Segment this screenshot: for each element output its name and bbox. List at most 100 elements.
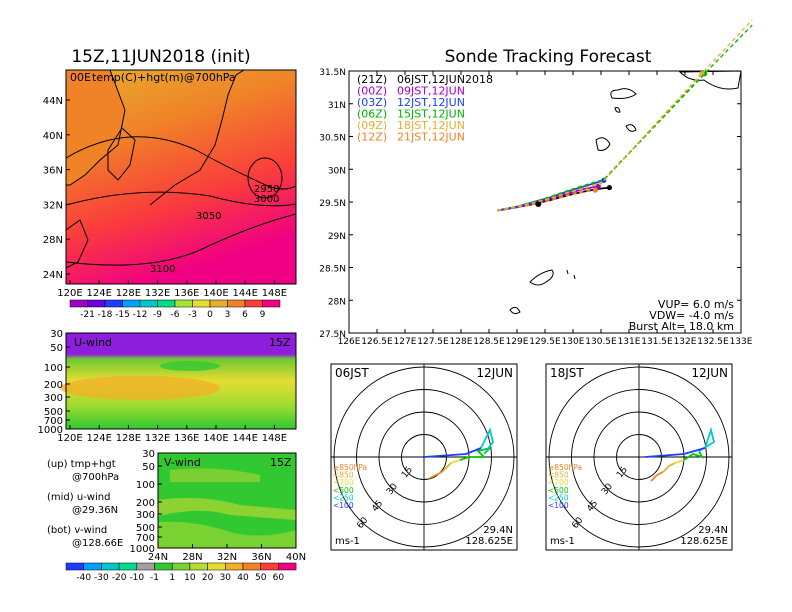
u-wind-lon-ticks: 120E 124E 128E 132E 136E 140E 144E 148E xyxy=(57,425,287,444)
pressure-tick-label: 200 xyxy=(44,380,63,391)
hodograph-level-label: <850 xyxy=(548,471,569,480)
track-legend-text: 15JST,12JUN xyxy=(397,108,465,121)
track-y-tick-label: 31.5N xyxy=(319,68,346,78)
pressure-tick-label: 100 xyxy=(136,480,155,491)
lon-tick-label: 132E xyxy=(145,433,170,444)
wind-colorbar-swatch xyxy=(225,562,244,571)
track-coastlines xyxy=(509,71,741,315)
track-legend-text: 06JST,12JUN2018 xyxy=(397,73,493,86)
hodograph-level-label: <100 xyxy=(548,501,569,510)
wind-colorbar-swatch xyxy=(189,562,208,571)
wind-colorbar-swatch xyxy=(101,562,120,571)
temp-colorbar-label: 6 xyxy=(242,310,248,320)
temp-colorbar-swatch xyxy=(192,299,211,308)
track-x-tick-label: 126.5E xyxy=(361,337,393,347)
hodograph-trace xyxy=(698,426,716,452)
lat-tick-label: 28N xyxy=(182,552,202,563)
lon-tick-label: 136E xyxy=(174,433,199,444)
temp-colorbar-swatch xyxy=(244,299,263,308)
track-legend-code: (00Z) xyxy=(357,85,387,98)
track-line-overflow xyxy=(497,19,753,212)
lat-tick-label: 28N xyxy=(43,235,63,246)
hodograph-time-label: 18JST xyxy=(550,366,584,380)
left-map-title: 15Z,11JUN2018 (init) xyxy=(71,47,250,67)
u-wind-time: 15Z xyxy=(269,336,291,349)
hodograph-level-label: ≥850hPa xyxy=(548,463,582,472)
wind-colorbar-swatch xyxy=(83,562,102,571)
temp-colorbar-swatch xyxy=(262,299,281,308)
wind-colorbar-label: -10 xyxy=(129,573,144,583)
lat-tick-label: 40N xyxy=(43,131,63,142)
track-legend-text: 12JST,12JUN xyxy=(397,96,465,109)
lat-tick-label: 24N xyxy=(148,552,168,563)
track-x-tick-label: 129.5E xyxy=(529,337,561,347)
temp-colorbar-label: -6 xyxy=(171,310,180,320)
legend-note-line: (mid) u-wind xyxy=(47,492,110,503)
wind-colorbar: -40 -30 -20 -10 -1 1 10 20 30 40 50 60 xyxy=(65,562,297,583)
pressure-tick-label: 50 xyxy=(50,343,63,354)
lat-tick-label: 40N xyxy=(286,552,306,563)
v-wind-label: V-wind xyxy=(164,456,201,469)
hodograph-lat-label: 29.4N xyxy=(698,525,728,536)
pressure-tick-label: 50 xyxy=(142,462,155,473)
hodograph-lat-label: 29.4N xyxy=(483,525,513,536)
track-y-tick-label: 29.5N xyxy=(319,199,346,209)
left-map-field-label: temp(C)+hgt(m)@700hPa xyxy=(92,71,236,84)
hodograph-trace xyxy=(683,450,704,461)
lat-tick-label: 36N xyxy=(43,166,63,177)
track-legend-code: (03Z) xyxy=(357,96,387,109)
temp-colorbar-label: -9 xyxy=(153,310,162,320)
track-legend-text: 18JST,12JUN xyxy=(397,119,465,132)
lon-tick-label: 120E xyxy=(57,288,82,299)
wind-colorbar-swatch xyxy=(154,562,173,571)
v-wind-time: 15Z xyxy=(270,456,292,469)
hodograph-level-label: ≥850hPa xyxy=(333,463,367,472)
track-x-tick-label: 128.5E xyxy=(473,337,505,347)
hodograph-trace xyxy=(644,447,706,458)
hodograph-level-label: <100 xyxy=(333,501,354,510)
lon-tick-label: 120E xyxy=(57,433,82,444)
left-map-lon-ticks: 120E 124E 128E 132E 136E 140E 144E 148E xyxy=(57,280,287,299)
contour-label-3000: 3000 xyxy=(254,194,279,205)
wind-colorbar-label: 1 xyxy=(169,573,175,583)
hodograph-level-label: <700 xyxy=(333,478,354,487)
track-x-tick-label: 131E xyxy=(618,337,641,347)
param-vup: VUP= 6.0 m/s xyxy=(658,298,734,311)
temp-colorbar-label: 0 xyxy=(207,310,213,320)
temp-colorbar-label: -18 xyxy=(98,310,113,320)
lon-tick-label: 148E xyxy=(262,288,287,299)
pressure-tick-label: 100 xyxy=(44,363,63,374)
track-x-tick-label: 131.5E xyxy=(641,337,673,347)
hodograph-level-label: <250 xyxy=(333,493,354,502)
legend-note-sub: @128.66E xyxy=(72,538,123,549)
track-x-tick-label: 132.5E xyxy=(697,337,729,347)
temp-colorbar-label: -12 xyxy=(133,310,148,320)
contour-label-2950: 2950 xyxy=(254,184,279,195)
hodograph-trace xyxy=(450,459,461,464)
wind-colorbar-swatch xyxy=(260,562,279,571)
track-legend: (21Z) 06JST,12JUN2018 (00Z) 09JST,12JUN (03Z… xyxy=(357,73,493,144)
hodograph-lon-label: 128.625E xyxy=(680,536,728,547)
wind-colorbar-label: 50 xyxy=(255,573,267,583)
pressure-tick-label: 1000 xyxy=(130,544,155,555)
lon-tick-label: 128E xyxy=(116,288,141,299)
wind-colorbar-label: -20 xyxy=(112,573,127,583)
hodograph-time-label: 06JST xyxy=(335,366,369,380)
hodograph-lon-label: 128.625E xyxy=(465,536,513,547)
param-vdw: VDW= -4.0 m/s xyxy=(649,309,734,322)
legend-note-line: (up) tmp+hgt xyxy=(47,459,116,470)
temp-colorbar-swatch xyxy=(104,299,123,308)
pressure-tick-label: 300 xyxy=(44,393,63,404)
lat-tick-label: 44N xyxy=(43,96,63,107)
temp-colorbar-label: -3 xyxy=(188,310,197,320)
track-y-tick-label: 27.5N xyxy=(319,330,346,340)
legend-note-sub: @700hPa xyxy=(72,472,119,483)
temp-colorbar-swatch xyxy=(139,299,158,308)
track-x-tick-label: 127E xyxy=(394,337,417,347)
left-map-lat-ticks: 44N 40N 36N 32N 28N 24N xyxy=(43,96,70,281)
track-x-tick-label: 130.5E xyxy=(585,337,617,347)
lon-tick-label: 128E xyxy=(116,433,141,444)
v-wind-lat-ticks: 24N 28N 32N 36N 40N xyxy=(148,544,306,563)
